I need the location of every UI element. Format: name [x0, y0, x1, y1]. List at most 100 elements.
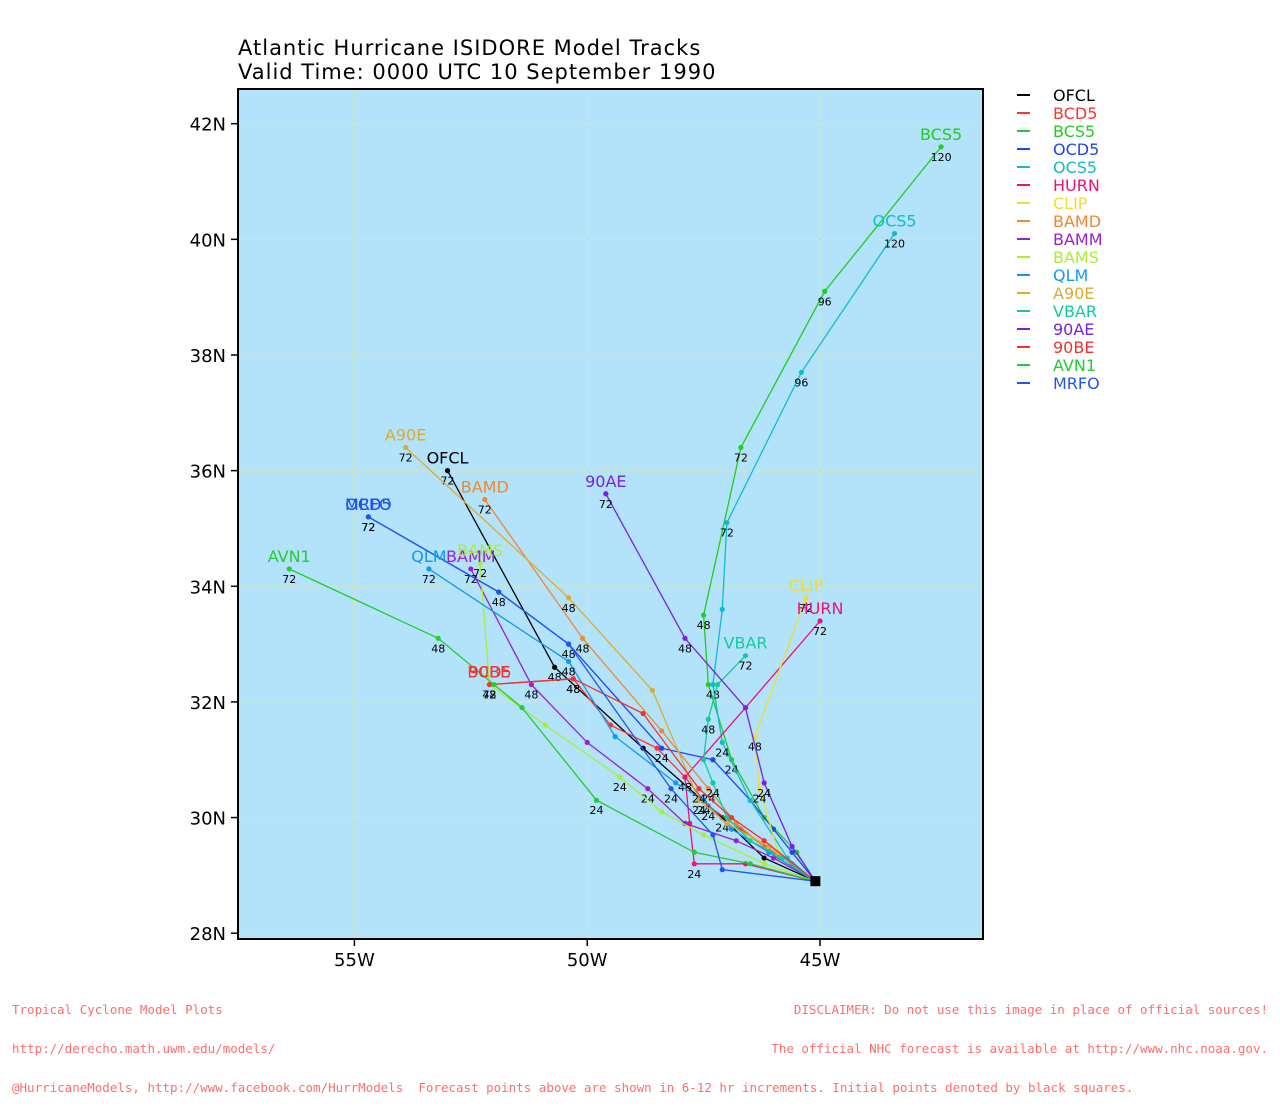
legend-label: OCS5 [1053, 158, 1097, 177]
forecast-point [714, 681, 721, 688]
track-end-label: OCD5 [345, 495, 391, 514]
forecast-point [654, 745, 660, 751]
forecast-hour-label: 120 [931, 151, 952, 164]
legend-label: OCD5 [1053, 140, 1099, 159]
forecast-point [565, 658, 572, 665]
forecast-point [570, 676, 576, 682]
track-line [470, 568, 816, 882]
forecast-hour-label: 72 [482, 689, 496, 702]
forecast-point [603, 491, 609, 497]
legend-item-bcs5: BCS5 [1017, 122, 1095, 141]
forecast-hour-label: 48 [566, 683, 580, 696]
legend-label: MRFO [1053, 374, 1100, 393]
forecast-point [640, 710, 646, 717]
track-end-label: VBAR [724, 634, 768, 653]
forecast-hour-label: 48 [697, 619, 711, 632]
y-tick-label: 32N [190, 693, 226, 714]
forecast-hour-label: 72 [813, 625, 827, 638]
legend-label: BAMD [1053, 212, 1101, 231]
forecast-hour-label: 48 [706, 689, 720, 702]
legend-item-mrfo: MRFO [1017, 374, 1100, 393]
forecast-point [682, 635, 688, 641]
model-tracks: 2448722448722448729612024487224487296120… [282, 144, 952, 887]
y-tick-label: 34N [190, 577, 226, 598]
x-tick-label: 55W [334, 950, 375, 971]
initial-point-marker [810, 876, 821, 887]
track-line [428, 568, 816, 882]
legend-item-avn1: AVN1 [1017, 356, 1096, 375]
forecast-point [659, 809, 665, 815]
forecast-point [519, 705, 525, 711]
forecast-point [705, 681, 711, 688]
forecast-point [728, 814, 735, 821]
forecast-point [542, 722, 548, 728]
y-tick-label: 40N [190, 230, 226, 251]
forecast-hour-label: 48 [482, 689, 496, 702]
forecast-point [668, 786, 674, 792]
forecast-point [673, 780, 679, 786]
forecast-point [938, 144, 944, 150]
forecast-point [761, 861, 767, 867]
legend-item-hurn: HURN [1017, 176, 1100, 195]
forecast-point [691, 861, 697, 867]
legend-label: HURN [1053, 176, 1100, 195]
legend-label: 90BE [1053, 338, 1094, 357]
forecast-hour-label: 24 [715, 746, 729, 759]
forecast-point [696, 786, 702, 792]
track-end-label: BAMD [461, 478, 509, 497]
forecast-point [891, 230, 898, 237]
forecast-hour-label: 48 [566, 683, 580, 696]
forecast-point [701, 612, 707, 618]
forecast-point [747, 797, 753, 803]
y-tick-label: 28N [190, 924, 226, 945]
legend-item-ocs5: OCS5 [1017, 158, 1097, 177]
forecast-point [798, 369, 805, 375]
forecast-hour-label: 72 [799, 602, 813, 615]
track-end-label: QLM [411, 547, 446, 566]
forecast-point [705, 716, 711, 722]
forecast-point [659, 728, 665, 734]
forecast-point [286, 566, 292, 572]
forecast-point [719, 739, 725, 746]
chart-title-line2: Valid Time: 0000 UTC 10 September 1990 [238, 60, 717, 84]
forecast-point [710, 757, 716, 763]
forecast-point [747, 838, 753, 844]
legend-label: BCS5 [1053, 122, 1095, 141]
axis-ticks: 55W 50W 45W 28N 30N 32N 34N 36N 38N 40N 42N [190, 115, 841, 971]
forecast-point [612, 734, 618, 740]
forecast-point [477, 560, 483, 566]
forecast-point [701, 757, 707, 763]
forecast-hour-label: 24 [692, 804, 706, 817]
track-line [605, 493, 816, 882]
forecast-hour-label: 120 [884, 238, 905, 251]
track-end-label: OCS5 [872, 212, 916, 231]
track-end-label: 90AE [585, 472, 626, 491]
forecast-point [617, 774, 623, 780]
forecast-point [803, 595, 809, 601]
footer-right: DISCLAIMER: Do not use this image in pla… [771, 977, 1268, 1068]
forecast-hour-label: 24 [655, 752, 669, 765]
forecast-point [696, 797, 702, 803]
forecast-point [761, 838, 767, 844]
forecast-hour-label: 48 [562, 648, 576, 661]
y-tick-label: 36N [190, 462, 226, 483]
forecast-point [789, 849, 795, 855]
legend-item-ofcl: OFCL [1017, 86, 1095, 105]
forecast-point [742, 705, 749, 711]
forecast-point [444, 468, 451, 474]
legend-label: QLM [1053, 266, 1088, 285]
forecast-point [528, 681, 534, 688]
forecast-hour-label: 72 [441, 475, 455, 488]
legend-label: A90E [1053, 284, 1094, 303]
forecast-hour-label: 72 [361, 521, 375, 534]
legend-item-ocd5: OCD5 [1017, 140, 1099, 159]
forecast-hour-label: 48 [562, 602, 576, 615]
forecast-hour-label: 48 [678, 642, 692, 655]
forecast-point [486, 681, 493, 688]
grid-lines [238, 89, 983, 939]
forecast-point [701, 832, 707, 838]
forecast-point [733, 838, 739, 844]
